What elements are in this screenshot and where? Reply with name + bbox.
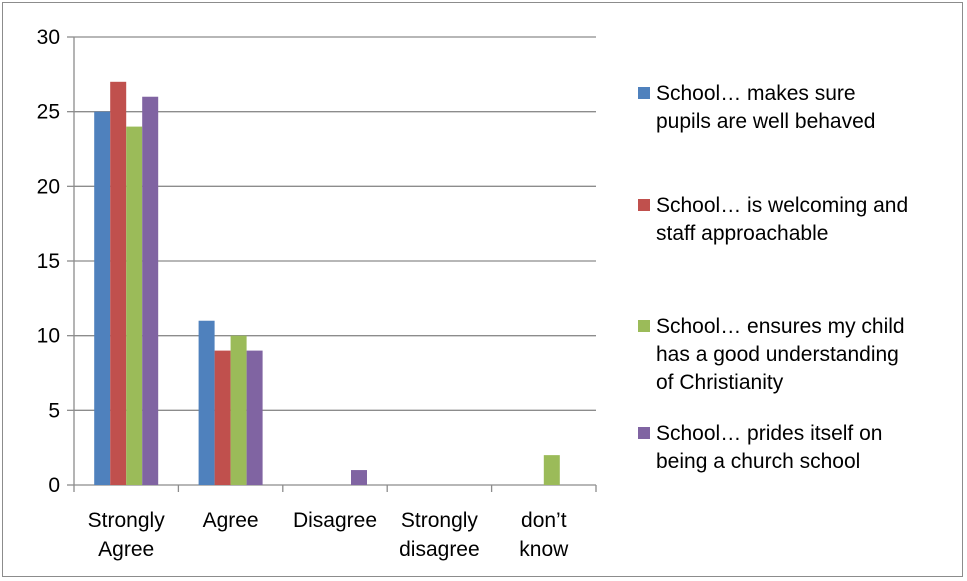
bar (142, 96, 159, 485)
y-tick-label: 10 (37, 325, 60, 348)
bar (198, 320, 215, 485)
bar (214, 350, 231, 485)
x-tick-label: don’t know (519, 509, 569, 561)
legend-label: School… prides itself on being a church s… (656, 422, 882, 473)
bar (110, 81, 127, 486)
legend-swatch (638, 320, 650, 332)
x-tick-label: Strongly disagree (399, 509, 480, 561)
bar (94, 111, 111, 486)
y-tick-label: 20 (37, 175, 60, 198)
x-tick-label: Agree (203, 509, 259, 532)
y-tick-label: 15 (37, 250, 60, 273)
bar (230, 335, 247, 485)
legend-label: School… is welcoming and staff approachab… (656, 194, 908, 245)
x-tick-label: Disagree (293, 509, 377, 532)
legend-label: School… ensures my child has a good under… (656, 315, 905, 394)
bar (543, 455, 560, 485)
y-tick-label: 5 (48, 399, 60, 422)
y-tick-label: 25 (37, 101, 60, 124)
legend-label: School… makes sure pupils are well behave… (656, 82, 875, 133)
bar (246, 350, 263, 485)
y-tick-label: 0 (48, 474, 60, 497)
y-tick-label: 30 (37, 26, 60, 49)
bar (351, 470, 367, 485)
bar (126, 126, 143, 485)
legend-swatch (638, 427, 650, 439)
legend-swatch (638, 87, 650, 99)
x-tick-label: Strongly Agree (88, 509, 166, 561)
legend-swatch (638, 199, 650, 211)
